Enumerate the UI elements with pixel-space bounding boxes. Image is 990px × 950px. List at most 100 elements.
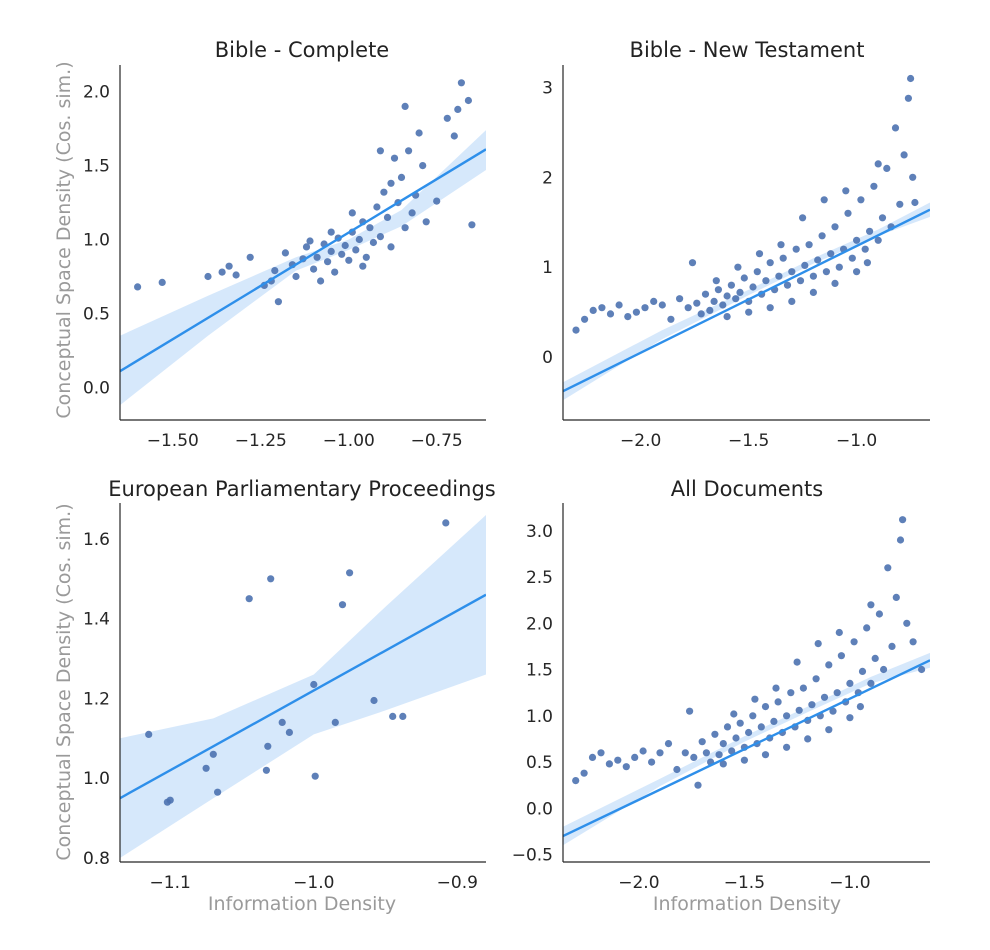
data-point — [697, 310, 705, 318]
data-point — [401, 224, 409, 232]
data-point — [753, 268, 761, 276]
data-point — [831, 279, 839, 287]
y-tick-label: 1.0 — [83, 231, 110, 251]
data-point — [468, 221, 476, 229]
y-tick-label: 0 — [542, 348, 553, 368]
x-ticks: −2.0 −1.5 −1.0 — [618, 873, 870, 893]
data-point — [907, 74, 915, 83]
data-point — [844, 209, 852, 217]
data-point — [346, 569, 354, 577]
data-point — [911, 198, 919, 207]
data-point — [419, 162, 427, 170]
data-point — [809, 272, 818, 280]
data-point — [783, 712, 791, 720]
data-point — [740, 756, 749, 764]
data-point — [690, 753, 698, 762]
y-ticks: 0.8 1.0 1.2 1.4 1.6 — [83, 530, 110, 869]
panel-title: Bible - New Testament — [630, 38, 865, 62]
data-point — [166, 796, 174, 804]
data-point — [366, 224, 374, 232]
data-point — [572, 326, 580, 334]
data-point — [863, 259, 872, 267]
data-point — [443, 114, 451, 122]
data-point — [271, 267, 279, 275]
x-tick-label: −1.0 — [836, 431, 877, 451]
data-point — [209, 750, 217, 758]
data-point — [749, 283, 757, 291]
data-point — [783, 743, 791, 751]
data-point — [711, 730, 719, 738]
panel-all-documents: All Documents −2.0 −1.5 −1.0 −0.5 0.0 0.5 1.0… — [512, 477, 930, 893]
data-point — [878, 214, 887, 222]
data-point — [853, 268, 861, 276]
regression-line — [120, 148, 486, 373]
data-point — [723, 313, 731, 321]
y-tick-label: 1.5 — [83, 157, 110, 177]
data-point — [204, 272, 212, 281]
data-point — [380, 188, 388, 196]
y-axis-label-top: Conceptual Space Density (Cos. sim.) — [53, 61, 75, 418]
data-point — [856, 703, 865, 711]
data-point — [874, 236, 882, 244]
data-point — [218, 268, 226, 276]
data-point — [871, 654, 879, 663]
data-point — [701, 290, 710, 298]
data-point — [450, 132, 458, 140]
x-tick-label: −1.25 — [235, 431, 287, 451]
data-point — [909, 173, 917, 181]
data-point — [306, 237, 314, 245]
data-point — [345, 256, 353, 264]
data-point — [820, 693, 829, 701]
data-point — [761, 703, 770, 711]
data-point — [714, 286, 723, 294]
data-point — [673, 765, 681, 774]
data-point — [389, 712, 397, 721]
data-point — [822, 268, 831, 276]
data-point — [846, 714, 854, 722]
confidence-band — [563, 652, 930, 846]
data-point — [861, 245, 869, 253]
data-point — [829, 707, 837, 715]
data-point — [867, 601, 875, 609]
data-point — [801, 261, 809, 269]
x-tick-label: −0.9 — [437, 873, 478, 893]
panel-bible-complete: Bible - Complete −1.50 −1.25 −1.00 −0.75 0.… — [83, 38, 486, 451]
y-tick-label: 2 — [542, 168, 553, 188]
data-point — [693, 299, 701, 307]
y-tick-label: 1.5 — [526, 661, 553, 681]
data-point — [376, 147, 384, 155]
x-axis-label-right: Information Density — [653, 893, 841, 915]
panel-title: All Documents — [671, 477, 823, 501]
data-point — [723, 292, 731, 300]
confidence-band — [563, 202, 930, 401]
data-point — [572, 777, 580, 785]
data-point — [331, 268, 339, 276]
data-point — [808, 701, 816, 709]
data-point — [355, 235, 363, 244]
data-point — [399, 712, 407, 721]
data-point — [783, 281, 792, 289]
regression-line — [563, 208, 930, 393]
y-tick-label: −0.5 — [512, 846, 553, 866]
data-point — [835, 628, 843, 637]
data-point — [442, 519, 450, 527]
data-point — [650, 297, 658, 305]
data-point — [892, 593, 900, 602]
data-point — [327, 247, 335, 255]
data-point — [278, 718, 286, 727]
data-point — [766, 304, 774, 312]
plot-area — [563, 74, 930, 401]
plot-area — [120, 79, 486, 406]
data-point — [793, 658, 801, 666]
data-point — [728, 747, 736, 755]
data-point — [383, 213, 392, 221]
data-point — [348, 209, 356, 217]
data-point — [676, 295, 684, 303]
data-point — [896, 536, 905, 544]
data-point — [589, 306, 597, 314]
data-point — [706, 306, 714, 314]
data-point — [792, 245, 800, 253]
data-point — [710, 297, 718, 305]
y-tick-label: 2.5 — [526, 568, 553, 588]
